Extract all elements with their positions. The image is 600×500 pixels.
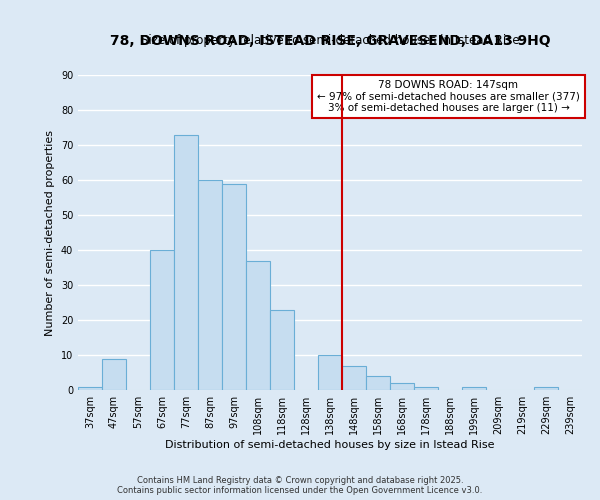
- Bar: [270, 310, 294, 390]
- Bar: [102, 358, 126, 390]
- Bar: [150, 250, 174, 390]
- Bar: [366, 376, 390, 390]
- Text: Contains HM Land Registry data © Crown copyright and database right 2025.
Contai: Contains HM Land Registry data © Crown c…: [118, 476, 482, 495]
- Bar: [534, 386, 558, 390]
- Text: 78, DOWNS ROAD, ISTEAD RISE, GRAVESEND, DA13 9HQ: 78, DOWNS ROAD, ISTEAD RISE, GRAVESEND, …: [110, 34, 550, 48]
- Bar: [78, 386, 102, 390]
- Bar: [318, 355, 342, 390]
- Bar: [174, 134, 198, 390]
- Y-axis label: Number of semi-detached properties: Number of semi-detached properties: [45, 130, 55, 336]
- Bar: [222, 184, 246, 390]
- Text: 78 DOWNS ROAD: 147sqm
← 97% of semi-detached houses are smaller (377)
3% of semi: 78 DOWNS ROAD: 147sqm ← 97% of semi-deta…: [317, 80, 580, 113]
- Bar: [390, 383, 414, 390]
- Title: Size of property relative to semi-detached houses in Istead Rise: Size of property relative to semi-detach…: [140, 34, 520, 48]
- Bar: [414, 386, 438, 390]
- Bar: [342, 366, 366, 390]
- Bar: [246, 260, 270, 390]
- Bar: [462, 386, 486, 390]
- X-axis label: Distribution of semi-detached houses by size in Istead Rise: Distribution of semi-detached houses by …: [165, 440, 495, 450]
- Bar: [198, 180, 222, 390]
